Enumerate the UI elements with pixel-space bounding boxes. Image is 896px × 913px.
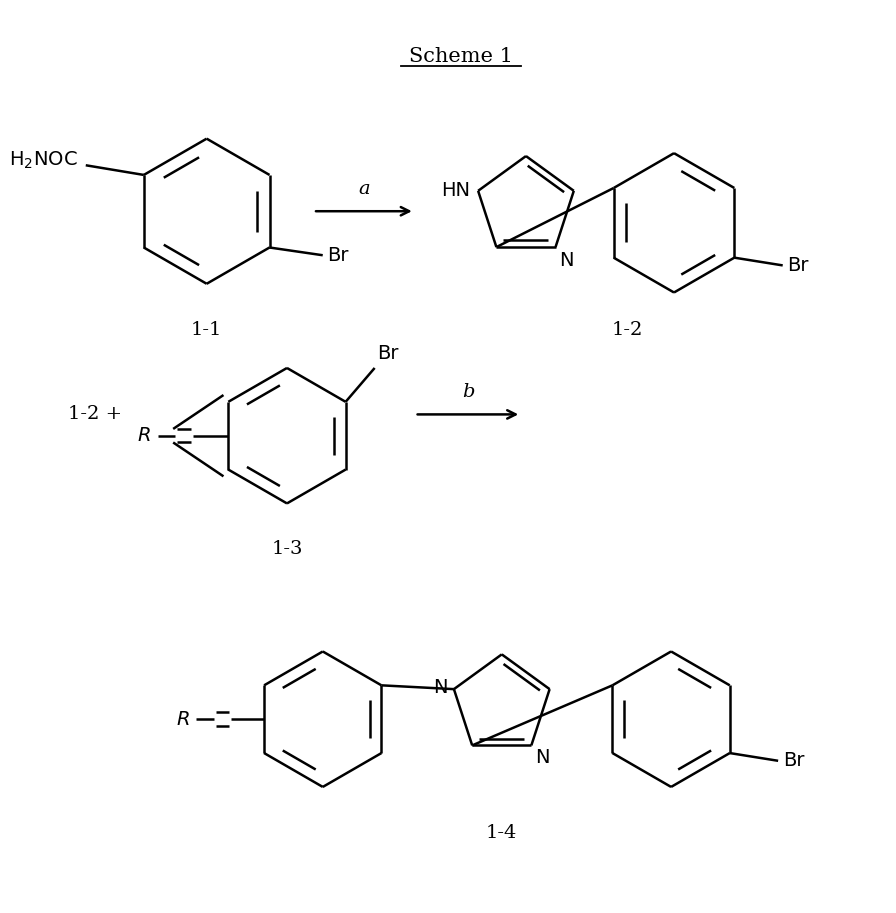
Text: 1-1: 1-1 bbox=[191, 320, 222, 339]
Text: Scheme 1: Scheme 1 bbox=[409, 47, 513, 66]
Text: R: R bbox=[177, 709, 190, 729]
Text: b: b bbox=[461, 383, 474, 401]
Text: a: a bbox=[358, 180, 370, 198]
Text: Br: Br bbox=[328, 246, 349, 265]
Text: Br: Br bbox=[788, 256, 809, 275]
Text: 1-2 +: 1-2 + bbox=[68, 405, 123, 424]
Text: N: N bbox=[559, 251, 574, 270]
Text: H$_2$NOC: H$_2$NOC bbox=[10, 150, 78, 171]
Text: Br: Br bbox=[783, 751, 805, 771]
Text: 1-3: 1-3 bbox=[271, 540, 303, 558]
Text: 1-2: 1-2 bbox=[612, 320, 643, 339]
Text: Br: Br bbox=[377, 344, 399, 363]
Text: 1-4: 1-4 bbox=[487, 824, 518, 842]
Text: R: R bbox=[137, 426, 151, 446]
Text: N: N bbox=[535, 749, 550, 767]
Text: N: N bbox=[434, 677, 448, 697]
Text: HN: HN bbox=[442, 182, 470, 200]
